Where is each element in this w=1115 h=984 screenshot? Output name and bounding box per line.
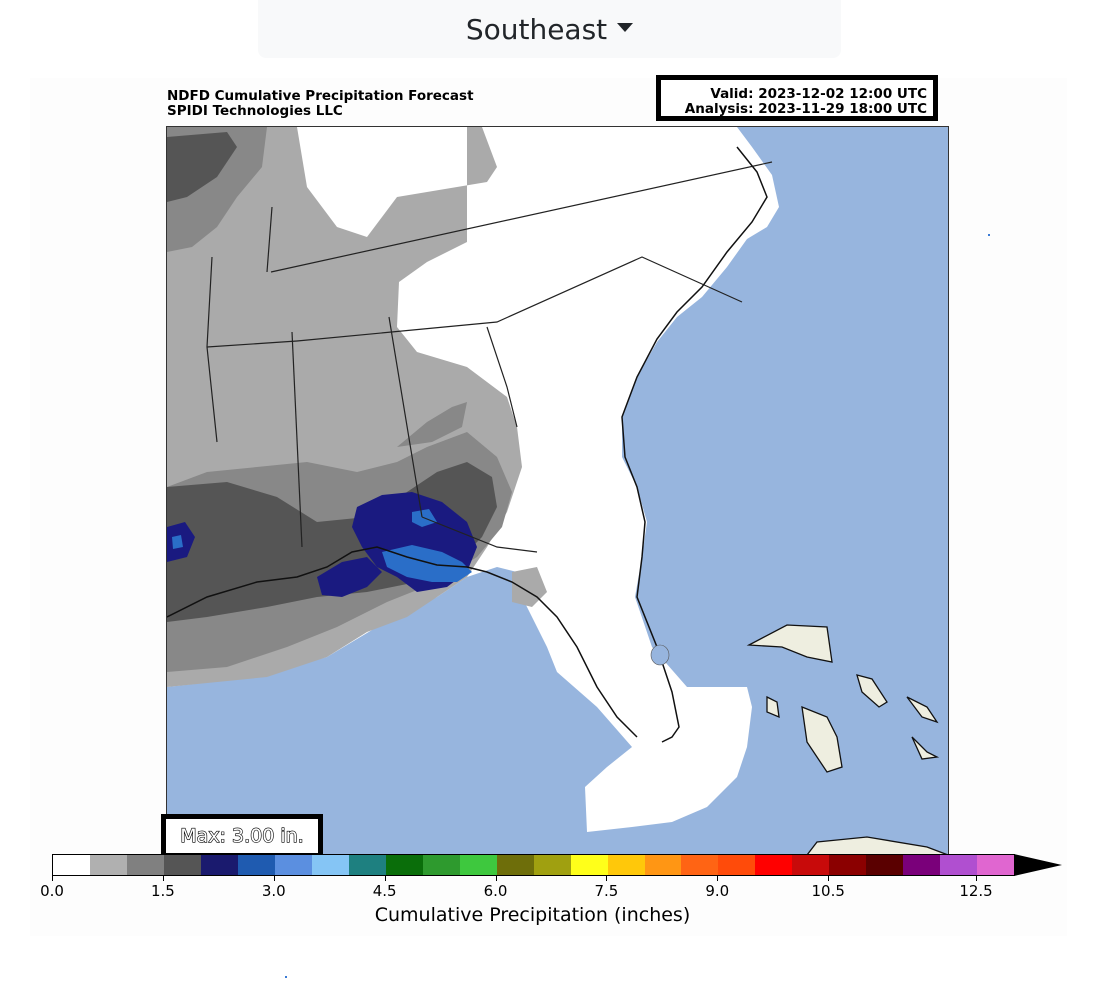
colorbar-swatches [52, 854, 1015, 876]
region-dropdown-label: Southeast [465, 12, 608, 46]
colorbar-tick [828, 876, 830, 881]
colorbar-swatch [718, 855, 756, 875]
colorbar-swatch [903, 855, 941, 875]
figure-title: NDFD Cumulative Precipitation Forecast [167, 88, 474, 104]
precip-blue [382, 545, 472, 582]
colorbar-swatch [385, 855, 423, 875]
colorbar-tick-label: 4.5 [372, 882, 397, 900]
colorbar-tick [273, 876, 275, 881]
colorbar-swatch [53, 855, 90, 875]
colorbar-label: Cumulative Precipitation (inches) [374, 904, 691, 926]
colorbar-tick-label: 6.0 [483, 882, 508, 900]
colorbar-swatch [126, 855, 164, 875]
colorbar-swatch [89, 855, 127, 875]
colorbar-swatch [422, 855, 460, 875]
colorbar-tick [717, 876, 719, 881]
colorbar-swatch [200, 855, 238, 875]
figure-subtitle: SPIDI Technologies LLC [167, 103, 343, 119]
precip-mid-gray-east [397, 402, 467, 447]
region-dropdown[interactable]: Southeast [258, 0, 841, 58]
colorbar-tick [52, 876, 53, 881]
colorbar-swatch [237, 855, 275, 875]
lake-okeechobee [650, 644, 670, 666]
colorbar-swatch [274, 855, 312, 875]
precip-light-gray-south [512, 567, 547, 607]
colorbar [52, 854, 1062, 876]
colorbar-swatch [607, 855, 645, 875]
state-boundaries [206, 161, 773, 553]
colorbar-extend-arrow [1014, 854, 1062, 876]
max-value-box: Max: 3.00 in. [161, 814, 323, 858]
colorbar-swatch [940, 855, 978, 875]
colorbar-swatch [163, 855, 201, 875]
colorbar-tick-label: 12.5 [959, 882, 993, 900]
colorbar-tick [976, 876, 978, 881]
map-panel [166, 126, 949, 856]
colorbar-swatch [570, 855, 608, 875]
southeast-precipitation-map [167, 127, 948, 855]
max-value-label: Max: 3.00 in. [180, 824, 305, 847]
caret-down-icon [617, 22, 634, 32]
colorbar-swatch [829, 855, 867, 875]
analysis-time: Analysis: 2023-11-29 18:00 UTC [684, 101, 927, 117]
colorbar-swatch [681, 855, 719, 875]
colorbar-tick [495, 876, 497, 881]
stray-dot [285, 976, 287, 978]
bahamas-islands [746, 624, 948, 855]
precipitation-figure: NDFD Cumulative Precipitation Forecast S… [30, 75, 1067, 936]
colorbar-tick [606, 876, 608, 881]
colorbar-swatch [755, 855, 793, 875]
colorbar-tick-label: 3.0 [261, 882, 286, 900]
colorbar-swatch [644, 855, 682, 875]
precip-blue-west [172, 535, 183, 549]
colorbar-tick [384, 876, 386, 881]
stray-dot [988, 234, 990, 236]
colorbar-tick-label: 7.5 [594, 882, 619, 900]
colorbar-swatch [496, 855, 534, 875]
colorbar-swatch [792, 855, 830, 875]
colorbar-tick-label: 1.5 [150, 882, 175, 900]
colorbar-swatch [348, 855, 386, 875]
colorbar-tick-label: 0.0 [40, 882, 64, 900]
precip-navy-tail [317, 557, 382, 597]
valid-time-box: Valid: 2023-12-02 12:00 UTC Analysis: 20… [656, 75, 938, 121]
figure-title-block: NDFD Cumulative Precipitation Forecast S… [167, 89, 474, 119]
valid-time: Valid: 2023-12-02 12:00 UTC [710, 86, 927, 102]
colorbar-tick-label: 9.0 [705, 882, 730, 900]
colorbar-swatch [866, 855, 904, 875]
colorbar-ticks: 0.0 1.5 3.0 4.5 6.0 7.5 9.0 10.5 12.5 [40, 876, 1014, 906]
coastline [167, 146, 768, 743]
colorbar-swatch [533, 855, 571, 875]
colorbar-swatch [459, 855, 497, 875]
colorbar-tick [162, 876, 164, 881]
colorbar-swatch [977, 855, 1015, 875]
colorbar-tick-label: 10.5 [811, 882, 845, 900]
precip-dark-gray-north [167, 132, 237, 202]
colorbar-swatch [311, 855, 349, 875]
